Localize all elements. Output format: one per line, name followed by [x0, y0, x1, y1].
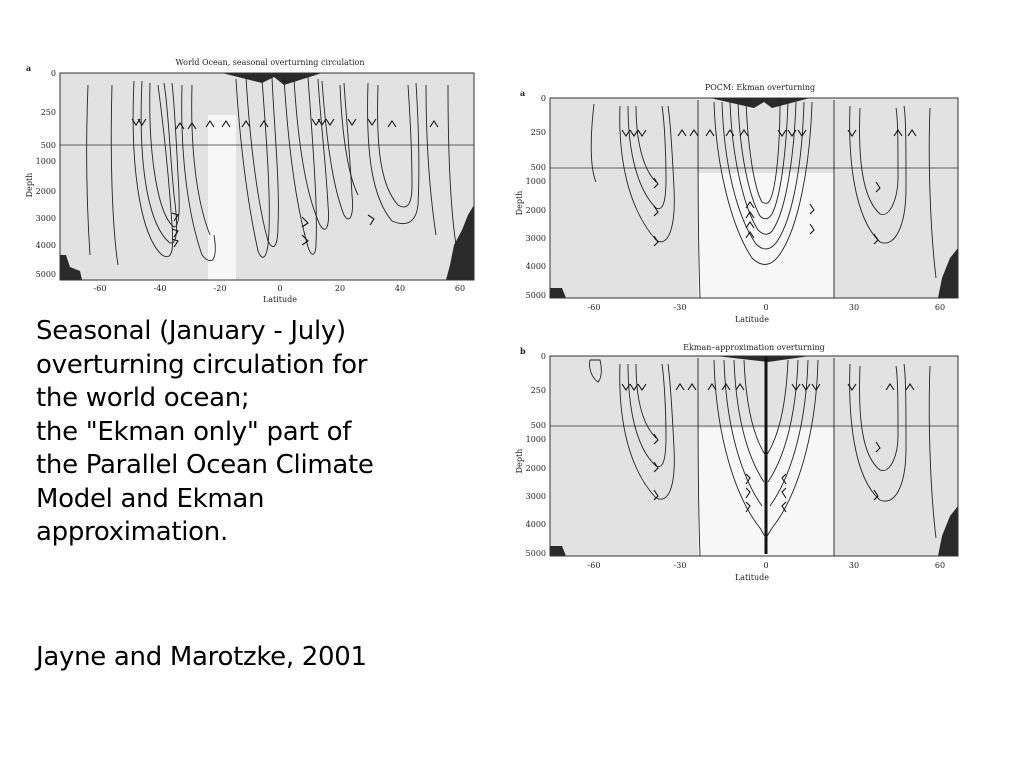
x-tick-label: 30 — [849, 561, 859, 570]
caption-line: Seasonal (January - July) — [36, 316, 346, 346]
plot-frame — [59, 72, 475, 281]
caption-line: the world ocean; — [36, 383, 250, 413]
x-tick-label: -40 — [154, 284, 167, 293]
y-tick-label: 1000 — [526, 177, 546, 186]
y-tick-label: 5000 — [526, 291, 546, 300]
x-axis: -60 -30 0 30 60 Latitude — [588, 561, 946, 582]
panel-title: Ekman–approximation overturning — [683, 343, 825, 352]
x-tick-label: 20 — [335, 284, 345, 293]
y-tick-label: 4000 — [36, 241, 56, 250]
caption-line: the "Ekman only" part of — [36, 416, 352, 447]
y-tick-label: 0 — [51, 69, 56, 78]
y-tick-label: 250 — [531, 386, 546, 395]
y-tick-label: 2000 — [526, 206, 546, 215]
bathymetry-south — [550, 546, 566, 556]
plot-area — [60, 73, 474, 280]
y-axis: 0 250 500 1000 2000 3000 4000 5000 Depth — [515, 352, 546, 558]
bathymetry-south — [550, 288, 566, 298]
figure-world-ocean-plot: a World Ocean, seasonal overturning circ… — [25, 58, 475, 304]
x-tick-label: 60 — [935, 303, 945, 312]
plot-frame — [549, 97, 959, 299]
equatorial-zone — [208, 115, 236, 280]
y-tick-label: 3000 — [526, 492, 546, 501]
flow-arrows — [131, 118, 439, 248]
x-axis: -60 -30 0 30 60 Latitude — [588, 303, 946, 324]
x-tick-label: 0 — [763, 303, 768, 312]
x-tick-label: -60 — [588, 303, 601, 312]
x-tick-label: -60 — [588, 561, 601, 570]
x-tick-label: 0 — [763, 561, 768, 570]
bathymetry-north — [938, 506, 958, 556]
y-tick-label: 2000 — [36, 187, 56, 196]
tropical-zone — [698, 173, 834, 298]
x-tick-label: 30 — [849, 303, 859, 312]
caption-line: approximation. — [36, 517, 228, 547]
flow-arrows — [621, 129, 917, 247]
y-tick-label: 250 — [41, 108, 56, 117]
y-axis-label: Depth — [25, 173, 34, 198]
y-tick-label: 5000 — [36, 270, 56, 279]
y-tick-label: 3000 — [36, 214, 56, 223]
figure-ekman-approximation-plot: b Ekman–approximation overturning — [515, 343, 959, 582]
y-tick-label: 5000 — [526, 549, 546, 558]
y-axis: 0 250 500 1000 2000 3000 4000 5000 Depth — [515, 94, 546, 300]
y-tick-label: 0 — [541, 94, 546, 103]
y-tick-label: 500 — [41, 141, 56, 150]
x-axis-label: Latitude — [735, 315, 769, 324]
streamfunction-contours — [86, 76, 457, 266]
streamfunction-contours — [589, 357, 937, 557]
caption-line: overturning circulation for — [36, 349, 368, 380]
surface-ekman-band — [222, 73, 322, 85]
figure-pocm-ekman-plot: a POCM: Ekman overturning — [515, 83, 959, 324]
citation: Jayne and Marotzke, 2001 — [36, 642, 367, 672]
flow-arrows — [621, 383, 915, 513]
x-tick-label: 60 — [935, 561, 945, 570]
caption-line: the Parallel Ocean Climate — [36, 450, 374, 480]
y-tick-label: 1000 — [36, 157, 56, 166]
x-axis-label: Latitude — [735, 573, 769, 582]
x-tick-label: -30 — [674, 561, 687, 570]
panel-label: b — [520, 346, 526, 356]
y-tick-label: 1000 — [526, 435, 546, 444]
x-axis-label: Latitude — [263, 295, 297, 304]
bathymetry-north — [446, 205, 474, 280]
x-tick-label: 0 — [277, 284, 282, 293]
y-tick-label: 0 — [541, 352, 546, 361]
figure-pocm-ekman: a POCM: Ekman overturning — [510, 78, 970, 328]
y-tick-label: 2000 — [526, 464, 546, 473]
y-tick-label: 3000 — [526, 234, 546, 243]
panel-title: POCM: Ekman overturning — [705, 83, 815, 92]
x-tick-label: -20 — [214, 284, 227, 293]
streamfunction-contours — [590, 99, 937, 299]
surface-ekman-band — [710, 98, 810, 108]
panel-title: World Ocean, seasonal overturning circul… — [175, 58, 364, 67]
figure-ekman-approximation: b Ekman–approximation overturning — [510, 338, 970, 588]
caption-line: Model and Ekman — [36, 483, 265, 514]
y-axis-label: Depth — [515, 191, 524, 216]
panel-label: a — [26, 63, 31, 73]
y-tick-label: 4000 — [526, 520, 546, 529]
plot-frame — [549, 355, 959, 557]
x-tick-label: 60 — [455, 284, 465, 293]
y-tick-label: 4000 — [526, 262, 546, 271]
x-tick-label: -60 — [94, 284, 107, 293]
y-axis: 0 250 500 1000 2000 3000 4000 5000 Depth — [25, 69, 56, 279]
bathymetry-south — [60, 255, 82, 280]
y-axis-label: Depth — [515, 449, 524, 474]
panel-label: a — [520, 88, 525, 98]
bathymetry-north — [938, 248, 958, 298]
y-tick-label: 500 — [531, 421, 546, 430]
figure-world-ocean: a World Ocean, seasonal overturning circ… — [22, 55, 490, 305]
surface-ekman-band — [716, 356, 810, 362]
y-tick-label: 500 — [531, 163, 546, 172]
figure-caption: Seasonal (January - July) overturning ci… — [36, 315, 476, 550]
x-tick-label: 40 — [395, 284, 405, 293]
y-tick-label: 250 — [531, 128, 546, 137]
x-tick-label: -30 — [674, 303, 687, 312]
x-axis: -60 -40 -20 0 20 40 60 Latitude — [94, 284, 466, 304]
